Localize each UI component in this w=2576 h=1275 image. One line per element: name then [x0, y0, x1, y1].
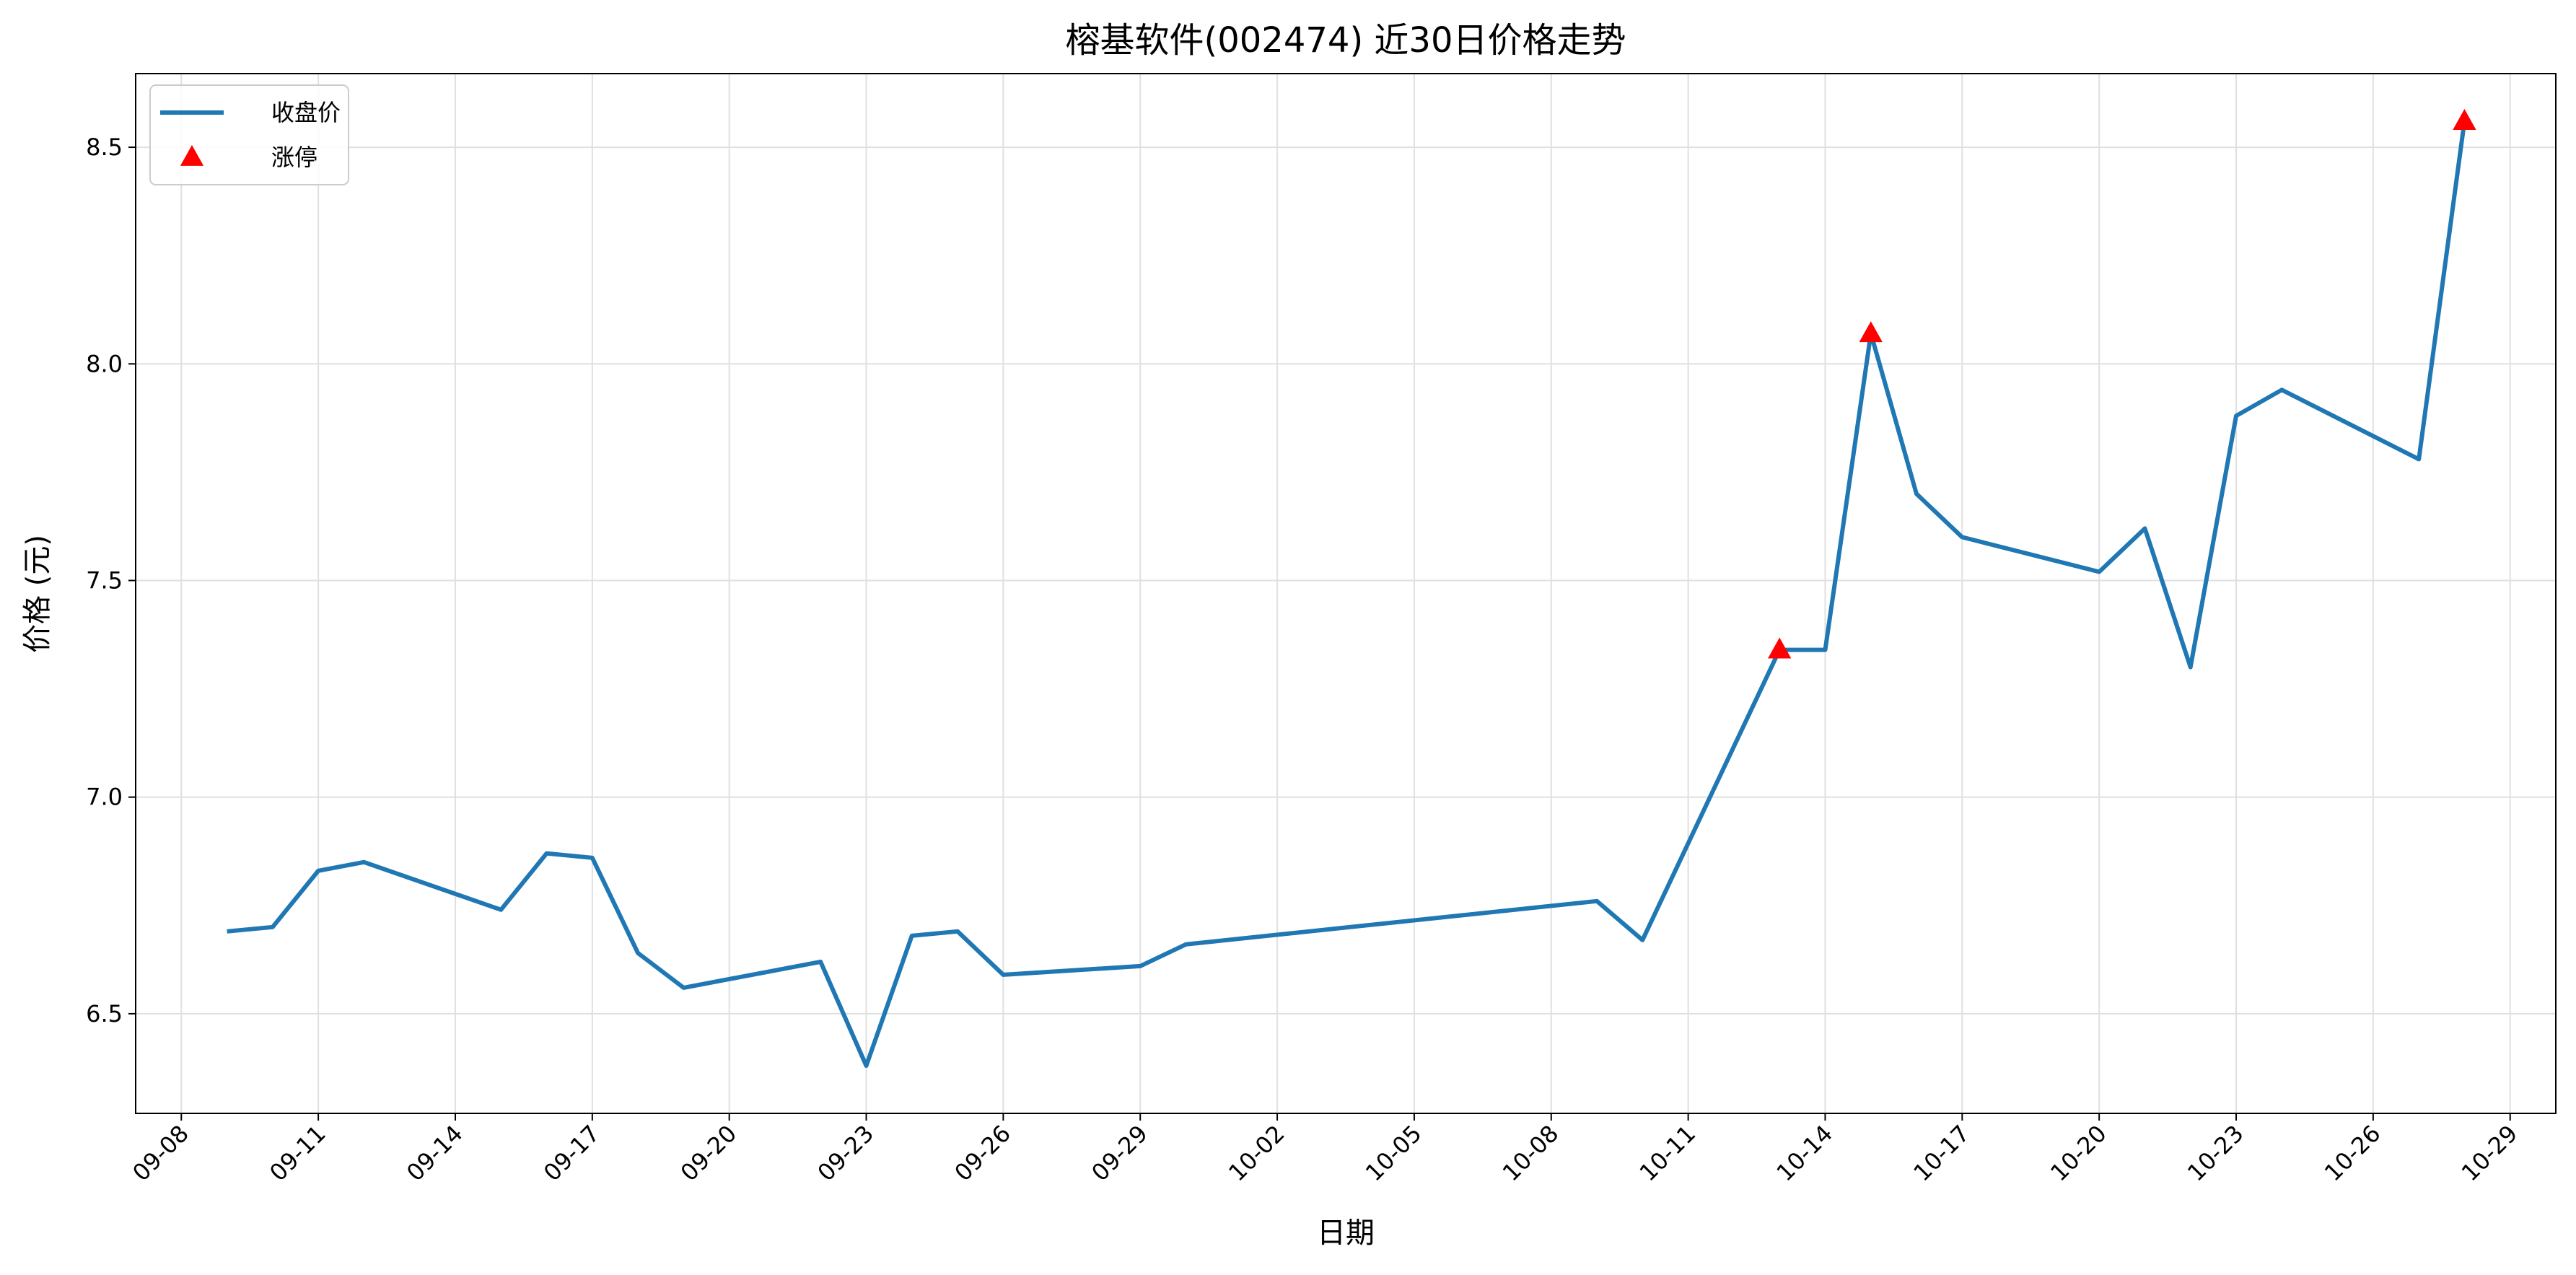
- series-line-close-price: [227, 121, 2467, 1068]
- limit-up-marker: [1859, 321, 1883, 343]
- series: [227, 109, 2476, 1068]
- limit-up-marker: [1768, 637, 1792, 659]
- grid: [136, 74, 2556, 1113]
- y-tick-label: 7.5: [86, 566, 123, 594]
- plot-frame: [135, 73, 2557, 1114]
- y-tick-label: 8.5: [86, 133, 123, 161]
- y-tick-label: 7.0: [86, 784, 123, 811]
- y-tick-label: 8.0: [86, 350, 123, 377]
- y-tick-label: 6.5: [86, 1000, 123, 1028]
- legend-triangle-swatch: [180, 145, 204, 166]
- limit-up-marker: [2453, 109, 2476, 130]
- chart-title: 榕基软件(002474) 近30日价格走势: [1065, 20, 1626, 61]
- y-axis-label: 价格 (元): [21, 535, 54, 653]
- x-axis-label: 日期: [1317, 1217, 1375, 1250]
- legend-label-close-price: 收盘价: [271, 99, 341, 126]
- legend-label-limit-up: 涨停: [271, 144, 317, 171]
